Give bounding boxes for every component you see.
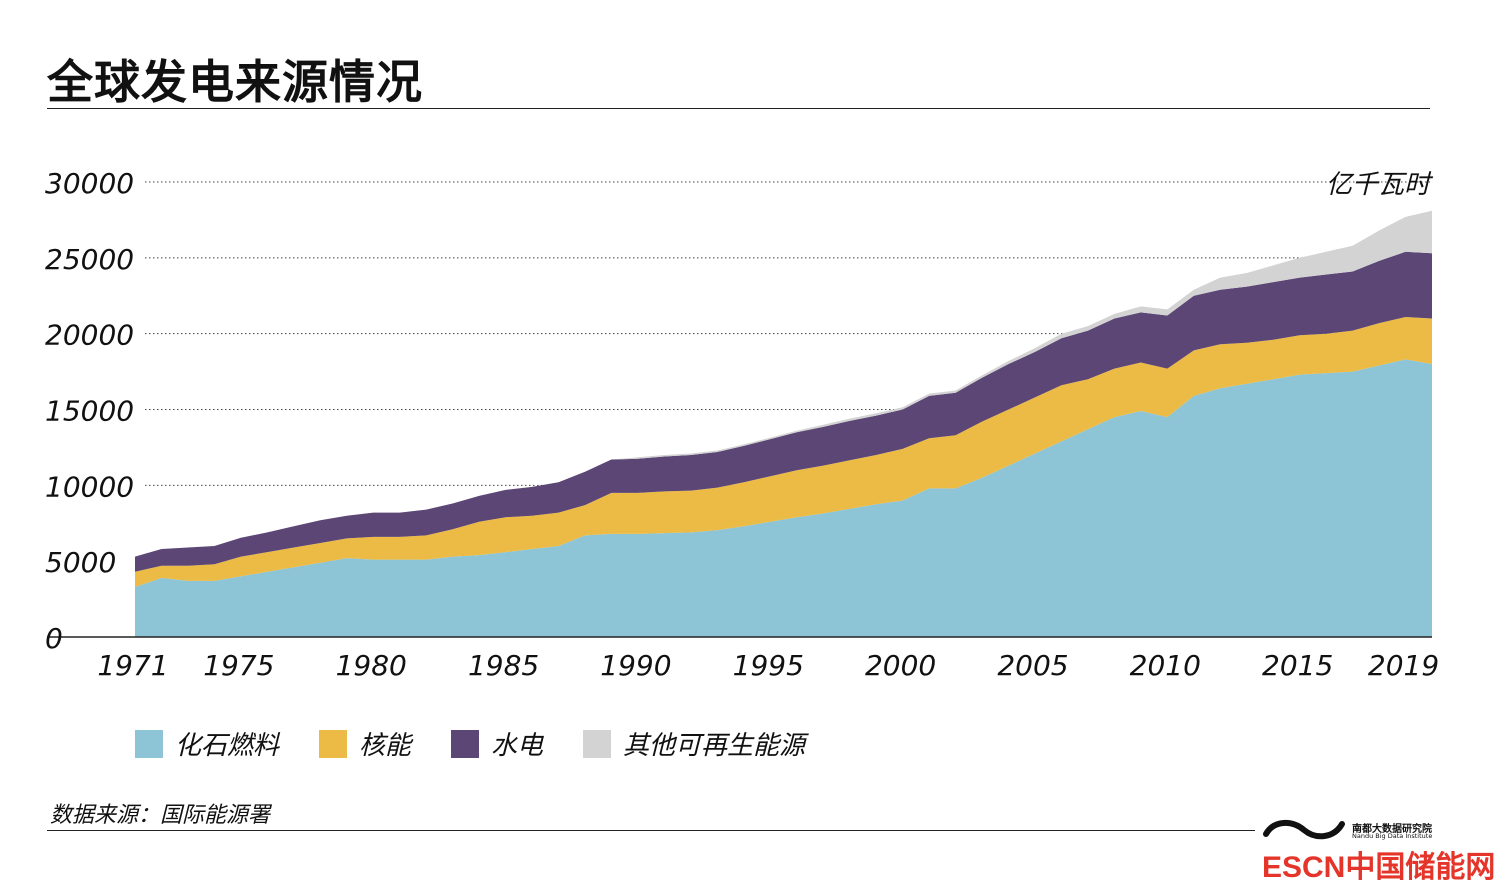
legend-label-other-renewable: 其他可再生能源 <box>623 731 806 761</box>
y-tick-label: 20000 <box>45 319 134 352</box>
x-tick-label: 2019 <box>1368 649 1439 682</box>
x-tick-label: 2000 <box>865 649 936 682</box>
legend: 化石燃料 核能 水电 其他可再生能源 <box>135 725 845 762</box>
org-logo: 南都大数据研究院 Nandu Big Data Institute <box>1262 812 1492 882</box>
y-tick-label: 5000 <box>45 546 116 579</box>
legend-swatch-nuclear <box>319 729 348 758</box>
source-note: 数据来源：国际能源署 <box>50 803 271 828</box>
y-tick-label: 30000 <box>45 167 134 200</box>
org-logo-mark <box>1263 820 1345 840</box>
org-name: 南都大数据研究院 <box>1352 824 1432 835</box>
series-areas <box>135 210 1432 637</box>
area-fossil <box>135 359 1432 637</box>
y-tick-label: 25000 <box>45 243 134 276</box>
unit-label: 亿千瓦时 <box>1326 170 1434 200</box>
legend-item-fossil: 化石燃料 <box>135 725 279 762</box>
legend-swatch-fossil <box>135 729 163 758</box>
legend-label-fossil: 化石燃料 <box>175 731 280 761</box>
legend-item-nuclear: 核能 <box>319 725 411 762</box>
x-tick-label: 1990 <box>600 649 671 682</box>
y-tick-label: 15000 <box>45 395 134 428</box>
org-name-en: Nandu Big Data Institute <box>1352 832 1433 840</box>
x-tick-label: 1995 <box>733 649 804 682</box>
footer-divider <box>47 830 1255 831</box>
x-tick-label: 1985 <box>468 649 539 682</box>
legend-item-hydro: 水电 <box>451 725 543 762</box>
legend-item-other-renewable: 其他可再生能源 <box>583 725 805 762</box>
y-axis-ticks: 30000 25000 20000 15000 10000 5000 0 <box>45 167 134 655</box>
legend-label-hydro: 水电 <box>491 731 544 761</box>
area-hydro <box>135 251 1432 572</box>
legend-swatch-hydro <box>451 729 480 758</box>
x-tick-label: 1980 <box>336 649 407 682</box>
legend-swatch-other-renewable <box>583 729 612 758</box>
x-axis-ticks: 1971 1975 1980 1985 1990 1995 2000 2005 2010 2015… <box>97 649 1439 682</box>
x-tick-label: 2005 <box>997 649 1068 682</box>
x-tick-label: 1975 <box>203 649 274 682</box>
y-tick-label: 0 <box>45 622 63 655</box>
area-nuclear <box>135 317 1432 587</box>
title-divider <box>47 108 1430 109</box>
watermark: ESCN中国储能网 <box>1262 851 1496 884</box>
x-tick-label: 1971 <box>97 649 168 682</box>
y-tick-label: 10000 <box>45 470 134 503</box>
x-tick-label: 2010 <box>1130 649 1201 682</box>
legend-label-nuclear: 核能 <box>359 731 412 761</box>
chart-title: 全球发电来源情况 <box>47 55 423 109</box>
x-tick-label: 2015 <box>1262 649 1333 682</box>
